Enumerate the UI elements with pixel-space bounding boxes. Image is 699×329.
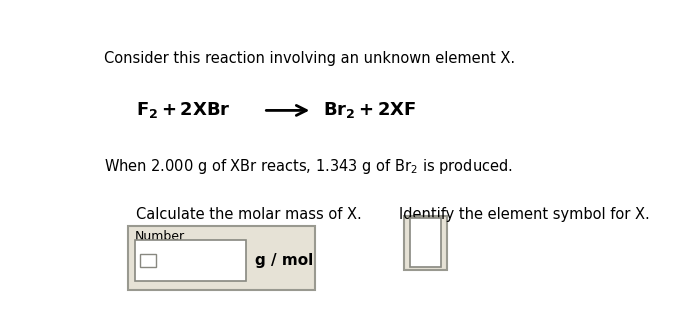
Text: Number: Number bbox=[134, 230, 185, 243]
FancyBboxPatch shape bbox=[128, 226, 315, 290]
Text: g / mol: g / mol bbox=[255, 253, 314, 268]
FancyBboxPatch shape bbox=[134, 240, 245, 281]
Text: Consider this reaction involving an unknown element X.: Consider this reaction involving an unkn… bbox=[103, 51, 514, 66]
FancyBboxPatch shape bbox=[140, 254, 157, 267]
Text: Calculate the molar mass of X.: Calculate the molar mass of X. bbox=[136, 207, 362, 222]
Text: $\mathbf{F_2 + 2XBr}$: $\mathbf{F_2 + 2XBr}$ bbox=[136, 100, 231, 120]
Text: $\mathbf{Br_2 + 2XF}$: $\mathbf{Br_2 + 2XF}$ bbox=[323, 100, 417, 120]
Text: Identify the element symbol for X.: Identify the element symbol for X. bbox=[399, 207, 649, 222]
FancyBboxPatch shape bbox=[404, 215, 447, 270]
FancyBboxPatch shape bbox=[410, 218, 441, 267]
Text: When 2.000 g of XBr reacts, 1.343 g of Br$_2$ is produced.: When 2.000 g of XBr reacts, 1.343 g of B… bbox=[103, 157, 512, 176]
